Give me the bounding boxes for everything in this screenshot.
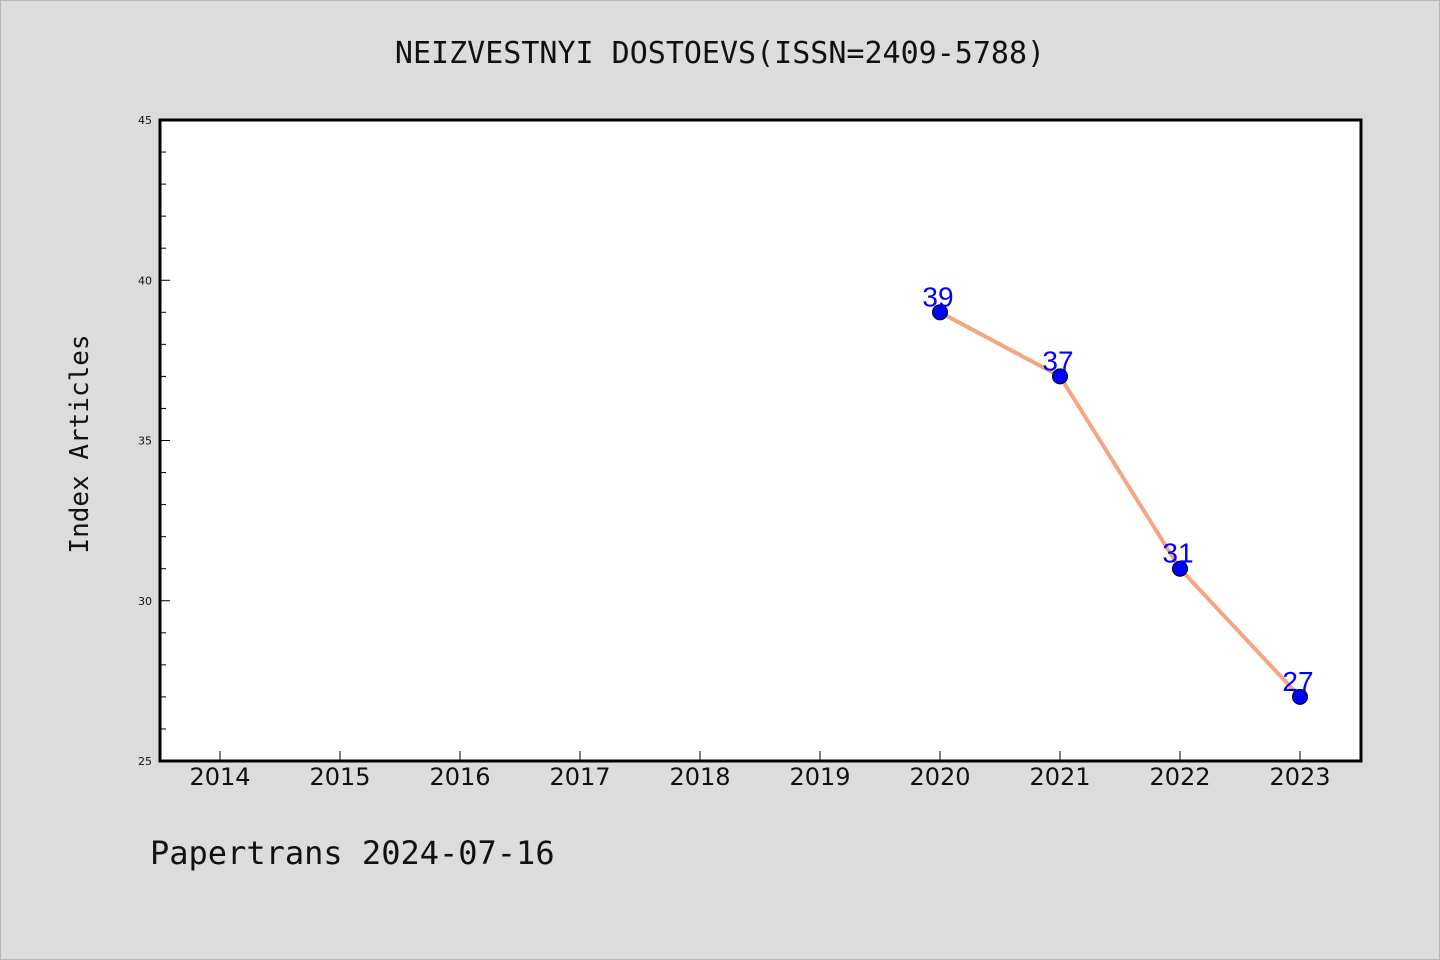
data-label: 37 xyxy=(1042,345,1073,376)
data-point xyxy=(932,304,948,321)
y-tick-label: 25 xyxy=(138,755,152,768)
footer-source: Papertrans 2024-07-16 xyxy=(150,834,555,872)
x-tick-label: 2023 xyxy=(1269,763,1330,791)
x-tick-label: 2022 xyxy=(1149,763,1210,791)
x-tick-label: 2020 xyxy=(909,763,970,791)
data-point xyxy=(1292,688,1308,705)
y-tick-label: 35 xyxy=(138,435,152,448)
data-point xyxy=(1172,560,1188,577)
plot-area xyxy=(158,118,1363,763)
data-label: 31 xyxy=(1162,538,1193,569)
x-tick-label: 2021 xyxy=(1029,763,1090,791)
data-label: 27 xyxy=(1282,666,1313,697)
y-tick-label: 45 xyxy=(138,114,152,127)
x-tick-label: 2014 xyxy=(189,763,250,791)
x-tick-label: 2017 xyxy=(549,763,610,791)
y-tick-label: 30 xyxy=(138,595,152,608)
data-label: 39 xyxy=(922,281,953,312)
x-tick-label: 2018 xyxy=(669,763,730,791)
y-axis: 25 30 35 40 45 xyxy=(138,114,170,768)
y-tick-label: 40 xyxy=(138,274,152,287)
data-point xyxy=(1052,368,1068,385)
x-tick-label: 2015 xyxy=(309,763,370,791)
series-group: 39 37 31 27 xyxy=(922,281,1314,705)
x-tick-label: 2016 xyxy=(429,763,490,791)
x-tick-label: 2019 xyxy=(789,763,850,791)
chart-title: NEIZVESTNYI DOSTOEVS(ISSN=2409-5788) xyxy=(394,36,1046,71)
x-axis: 2014 2015 2016 2017 2018 2019 2020 2021 2022 2023 xyxy=(189,751,1331,791)
series-line xyxy=(939,310,1302,699)
